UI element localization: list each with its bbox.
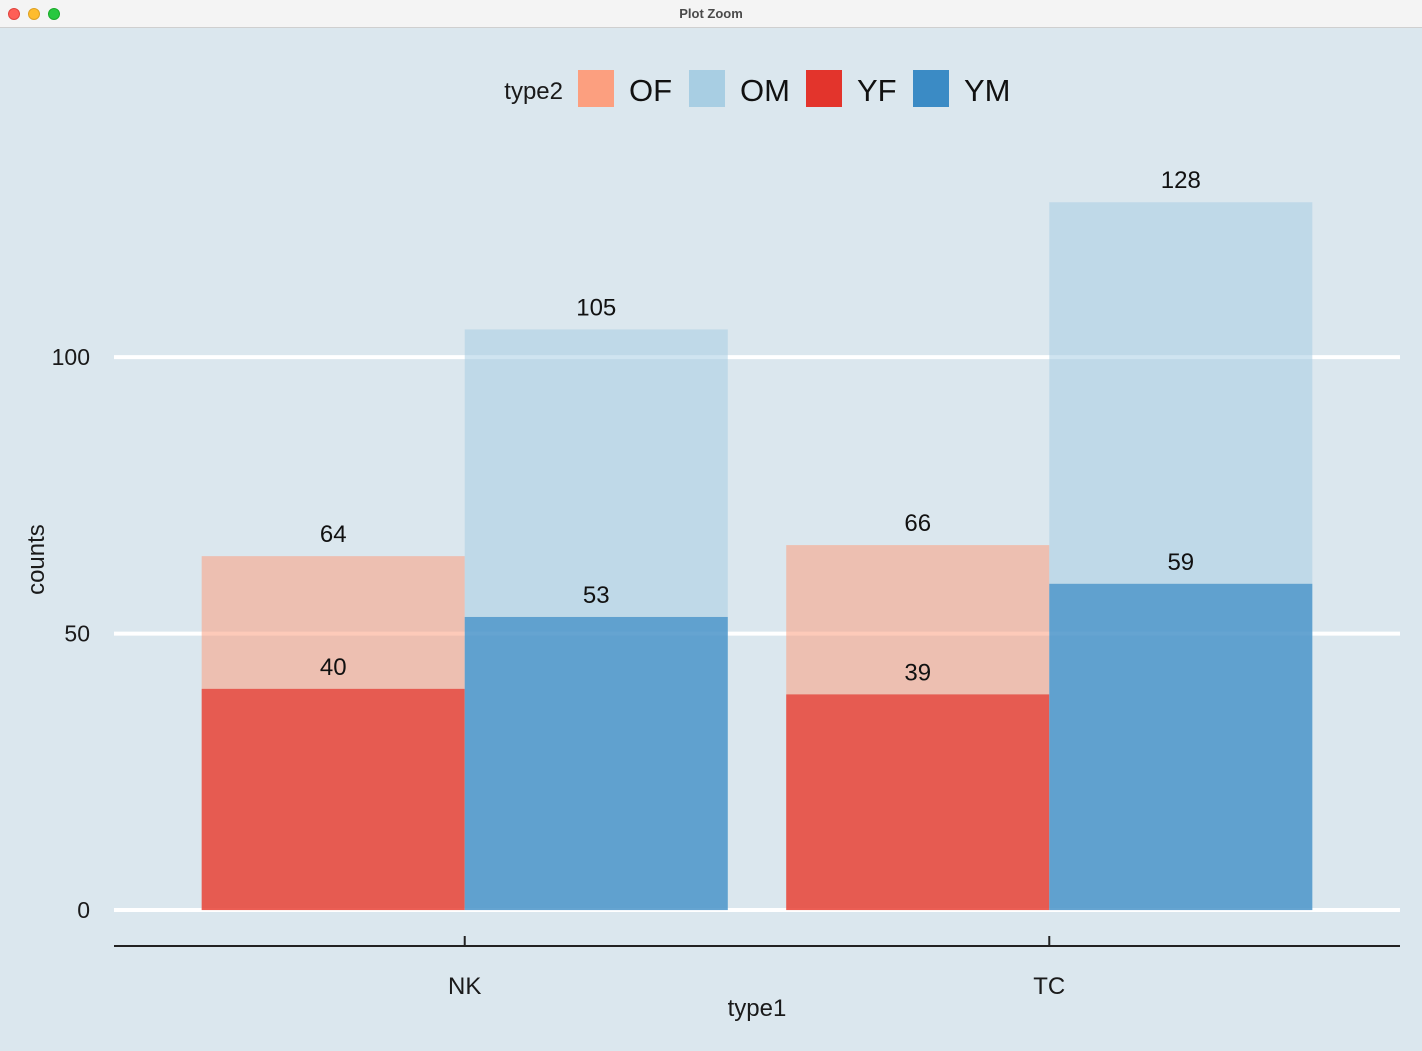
window-title: Plot Zoom	[679, 6, 743, 21]
y-tick-label-0: 0	[77, 897, 90, 923]
data-label-nk-om: 105	[576, 294, 616, 321]
legend-label-yf: YF	[857, 73, 897, 108]
title-bar: Plot Zoom	[0, 0, 1422, 28]
bar-chart: 64 40 105 53 66 39 128 59 0 50 100 NK TC type1 counts…	[23, 70, 1400, 1022]
plot-area: 64 40 105 53 66 39 128 59 0 50 100 NK TC type1 counts…	[0, 28, 1422, 1046]
legend-swatch-om	[689, 70, 725, 107]
legend-swatch-ym	[913, 70, 949, 107]
legend-swatch-of	[578, 70, 614, 107]
data-label-tc-om: 128	[1161, 167, 1201, 194]
data-label-nk-of: 64	[320, 521, 347, 548]
axes: 0 50 100 NK TC type1 counts	[23, 344, 1400, 1022]
close-window-button[interactable]	[8, 8, 20, 20]
x-tick-label-tc: TC	[1033, 973, 1065, 1000]
bar-nk-ym	[464, 616, 728, 911]
data-label-tc-ym: 59	[1167, 549, 1194, 576]
data-label-tc-yf: 39	[904, 659, 931, 686]
data-label-nk-yf: 40	[320, 654, 347, 681]
legend-swatch-yf	[806, 70, 842, 107]
legend: type2 OF OM YF YM	[504, 70, 1011, 108]
bar-tc-ym	[1049, 583, 1313, 911]
y-tick-label-50: 50	[64, 621, 90, 647]
data-labels: 64 40 105 53 66 39 128 59	[320, 167, 1201, 686]
data-label-nk-ym: 53	[583, 582, 610, 609]
legend-label-of: OF	[629, 73, 672, 108]
y-axis-title: counts	[23, 524, 50, 595]
legend-label-om: OM	[740, 73, 790, 108]
x-axis-title: type1	[728, 995, 787, 1022]
y-tick-label-100: 100	[52, 344, 90, 370]
bar-nk-yf	[201, 688, 465, 911]
x-tick-label-nk: NK	[448, 973, 481, 1000]
minimize-window-button[interactable]	[28, 8, 40, 20]
legend-title: type2	[504, 78, 563, 105]
maximize-window-button[interactable]	[48, 8, 60, 20]
legend-label-ym: YM	[964, 73, 1011, 108]
data-label-tc-of: 66	[904, 510, 931, 537]
bar-tc-yf	[786, 694, 1050, 911]
bars	[201, 202, 1313, 911]
